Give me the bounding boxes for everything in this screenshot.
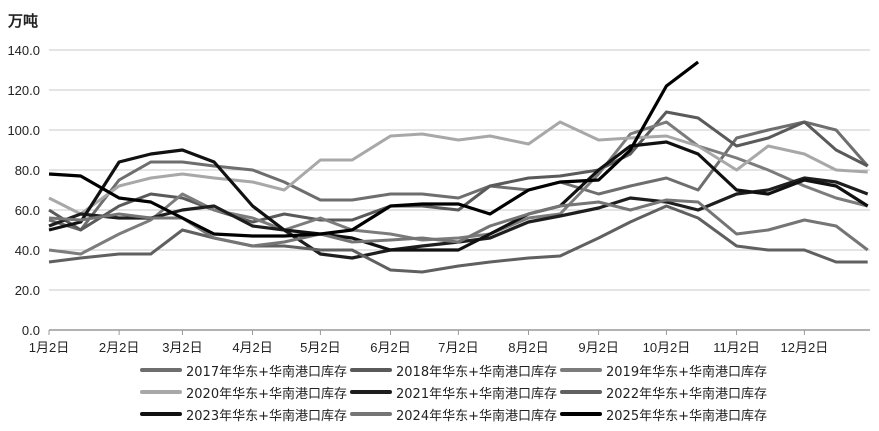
y-tick-label: 80.0 [15,163,40,178]
series-line-2023 [48,140,869,252]
x-tick-label: 7月2日 [438,340,478,355]
legend-swatch [560,368,602,372]
series-line-2019 [48,120,869,256]
legend-swatch [140,412,182,416]
x-tick-label: 10月2日 [643,340,691,355]
legend-label: 2022年华东+华南港口库存 [606,386,767,402]
legend-item: 2024年华东+华南港口库存 [350,404,560,424]
legend-label: 2023年华东+华南港口库存 [186,408,347,424]
series-line-2025 [48,60,700,238]
x-tick-label: 6月2日 [370,340,410,355]
legend-label: 2017年华东+华南港口库存 [186,364,347,380]
legend-item: 2019年华东+华南港口库存 [560,360,770,380]
x-tick-label: 5月2日 [300,340,340,355]
series-line-2022 [48,204,868,274]
legend-item: 2022年华东+华南港口库存 [560,382,770,402]
y-tick-label: 40.0 [15,243,40,258]
legend-swatch [350,390,392,394]
legend-item: 2025年华东+华南港口库存 [560,404,770,424]
legend-swatch [140,390,182,394]
legend-label: 2021年华东+华南港口库存 [396,386,557,402]
x-tick-label: 9月2日 [578,340,618,355]
legend-item: 2021年华东+华南港口库存 [350,382,560,402]
legend-label: 2025年华东+华南港口库存 [606,408,767,424]
x-tick-label: 1月2日 [29,340,69,355]
y-tick-label: 60.0 [15,203,40,218]
x-tick-label: 3月2日 [162,340,202,355]
series-line-2018 [48,110,869,232]
legend-swatch [140,368,182,372]
y-tick-label: 140.0 [7,43,40,58]
x-tick-label: 2月2日 [99,340,139,355]
y-axis-unit-label: 万吨 [7,12,38,30]
legend-label: 2019年华东+华南港口库存 [606,364,767,380]
legend-swatch [560,390,602,394]
legend-item: 2017年华东+华南港口库存 [140,360,350,380]
y-tick-label: 120.0 [7,83,40,98]
legend-label: 2020年华东+华南港口库存 [186,386,347,402]
series-line-2017 [48,120,869,232]
x-tick-label: 11月2日 [713,340,760,355]
y-tick-label: 20.0 [15,283,40,298]
legend-item: 2020年华东+华南港口库存 [140,382,350,402]
legend: 2017年华东+华南港口库存 2018年华东+华南港口库存 2019年华东+华南港口… [140,360,780,424]
legend-swatch [350,368,392,372]
legend-swatch [350,412,392,416]
x-tick-label: 8月2日 [508,340,548,355]
series-line-2020 [48,120,868,216]
y-tick-label: 0.0 [22,323,40,338]
series-line-2024 [48,198,869,252]
y-tick-label: 100.0 [7,123,40,138]
legend-swatch [560,412,602,416]
x-tick-label: 12月2日 [781,340,829,355]
legend-label: 2018年华东+华南港口库存 [396,364,557,380]
legend-item: 2018年华东+华南港口库存 [350,360,560,380]
line-chart: 万吨 0.0 20.0 40.0 60.0 80.0 100.0 120.0 140.0 1月2… [7,12,870,355]
legend-item: 2023年华东+华南港口库存 [140,404,350,424]
x-tick-label: 4月2日 [232,340,272,355]
legend-label: 2024年华东+华南港口库存 [396,408,557,424]
